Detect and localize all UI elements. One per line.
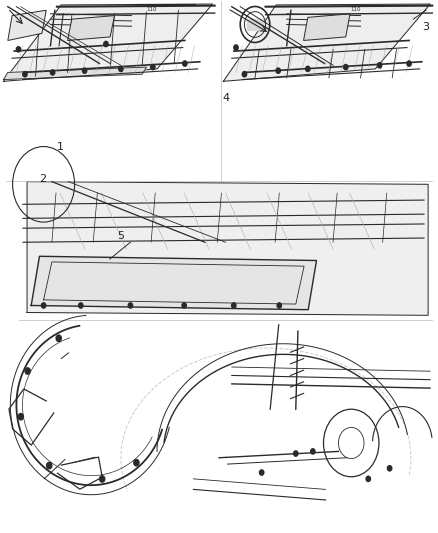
- Polygon shape: [31, 256, 317, 310]
- Circle shape: [134, 459, 139, 466]
- Text: 3: 3: [422, 22, 429, 32]
- Polygon shape: [67, 15, 114, 41]
- Circle shape: [306, 66, 310, 71]
- Circle shape: [25, 368, 30, 374]
- Circle shape: [16, 47, 21, 52]
- Circle shape: [82, 68, 87, 74]
- Circle shape: [378, 63, 382, 68]
- Polygon shape: [27, 182, 428, 316]
- Text: 1: 1: [57, 142, 64, 152]
- Polygon shape: [4, 4, 212, 82]
- Circle shape: [311, 449, 315, 454]
- Text: 110: 110: [350, 7, 360, 12]
- Circle shape: [23, 71, 27, 77]
- Circle shape: [79, 303, 83, 308]
- Circle shape: [42, 303, 46, 308]
- Circle shape: [182, 303, 186, 308]
- Polygon shape: [4, 67, 146, 79]
- Circle shape: [151, 64, 155, 70]
- Text: 2: 2: [39, 174, 46, 184]
- Circle shape: [18, 414, 23, 420]
- Polygon shape: [304, 14, 350, 41]
- Circle shape: [56, 335, 61, 342]
- Circle shape: [46, 463, 52, 469]
- Circle shape: [407, 61, 411, 66]
- Polygon shape: [223, 4, 430, 82]
- Circle shape: [183, 61, 187, 66]
- Circle shape: [366, 476, 371, 481]
- Circle shape: [276, 68, 280, 74]
- Circle shape: [128, 303, 133, 308]
- Text: 4: 4: [222, 93, 229, 103]
- Circle shape: [343, 64, 348, 70]
- Circle shape: [388, 466, 392, 471]
- Circle shape: [50, 70, 55, 75]
- Circle shape: [99, 476, 105, 482]
- Circle shape: [234, 45, 238, 50]
- Circle shape: [293, 451, 298, 456]
- Circle shape: [119, 66, 123, 71]
- Polygon shape: [247, 19, 264, 30]
- Circle shape: [242, 71, 247, 77]
- Text: 110: 110: [146, 7, 157, 12]
- Circle shape: [259, 470, 264, 475]
- Polygon shape: [8, 10, 46, 41]
- Circle shape: [104, 42, 108, 47]
- Circle shape: [277, 303, 282, 308]
- Circle shape: [232, 303, 236, 308]
- Text: 5: 5: [117, 231, 124, 241]
